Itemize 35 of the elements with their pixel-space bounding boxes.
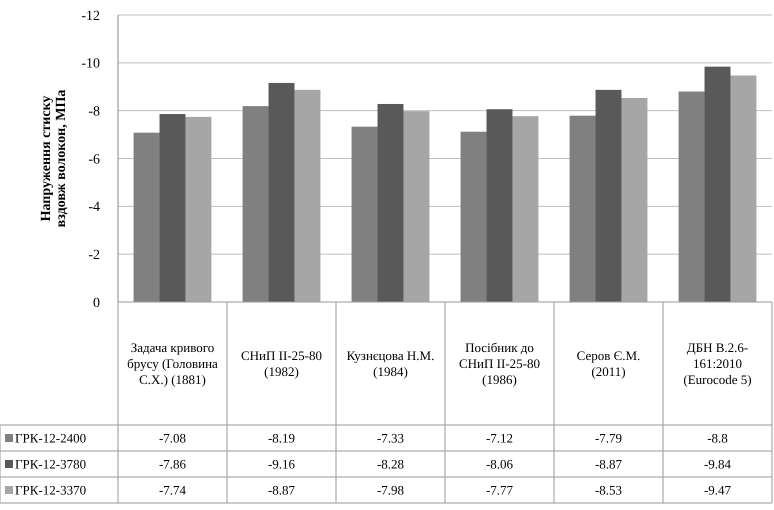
data-label: -8.87: [594, 456, 623, 472]
x-tick-label: СНиП II-25-80 (1982): [241, 348, 322, 380]
data-label: -7.33: [376, 430, 404, 446]
y-tick-label: -8: [88, 104, 100, 120]
data-label: -8.28: [376, 456, 404, 472]
data-label: -7.74: [158, 482, 187, 498]
legend-label: ГРК-12-2400: [15, 430, 86, 446]
data-label: -8.8: [707, 430, 728, 446]
data-label: -8.53: [594, 482, 622, 498]
data-label: -7.12: [486, 430, 514, 446]
y-tick-label: -6: [88, 152, 100, 168]
data-label: -8.19: [268, 430, 296, 446]
data-label: -7.77: [486, 482, 514, 498]
data-label: -7.08: [158, 430, 186, 446]
y-tick-label: -10: [81, 56, 100, 72]
x-tick-label: Посібник до СНиП II-25-80 (1986): [459, 340, 540, 388]
x-tick-label: ДБН В.2.6-161:2010 (Eurocode 5): [683, 340, 752, 388]
y-tick-label: -2: [88, 248, 100, 264]
data-label: -9.47: [704, 482, 732, 498]
data-label: -7.86: [158, 456, 187, 472]
data-label: -7.79: [594, 430, 622, 446]
data-label: -9.84: [704, 456, 732, 472]
data-label: -9.16: [268, 456, 296, 472]
legend-label: ГРК-12-3780: [15, 456, 86, 472]
x-tick-label: Серов Є.М. (2011): [576, 348, 640, 380]
x-tick-label: Задача кривого брусу (Головина С.Х.) (1881): [127, 340, 218, 388]
data-label: -8.06: [486, 456, 514, 472]
legend-label: ГРК-12-3370: [15, 482, 86, 498]
y-tick-label: 0: [93, 296, 100, 311]
y-axis-title: Напруження стиску вздовж волокон, МПа: [39, 90, 69, 228]
y-tick-label: -4: [88, 200, 100, 216]
y-tick-label: -12: [81, 8, 100, 24]
x-tick-label: Кузнєцова Н.М. (1984): [346, 348, 434, 380]
data-label: -8.87: [268, 482, 296, 498]
data-label: -7.98: [376, 482, 404, 498]
